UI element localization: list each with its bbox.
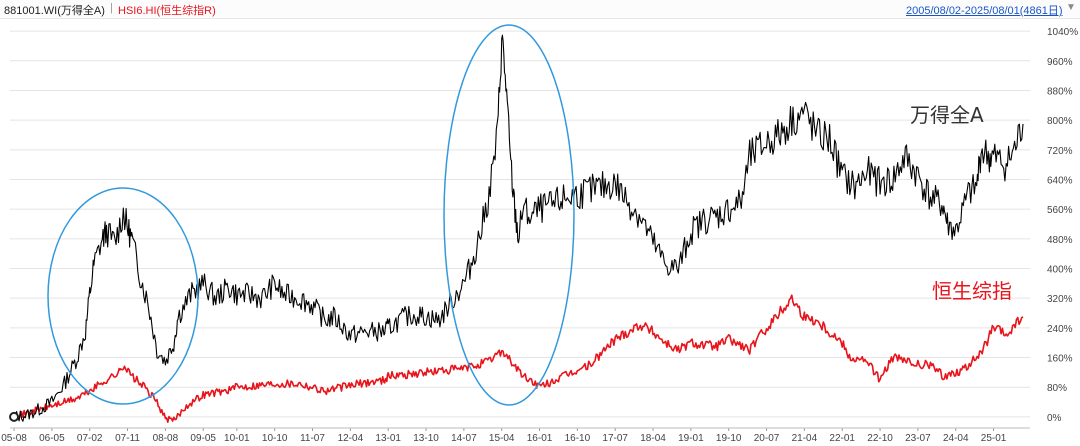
y-tick-label: 80% bbox=[1047, 383, 1067, 394]
x-tick-label: 23-07 bbox=[905, 433, 931, 444]
y-tick-label: 800% bbox=[1047, 116, 1073, 127]
x-tick-label: 18-04 bbox=[640, 433, 666, 444]
x-tick-label: 16-10 bbox=[565, 433, 591, 444]
y-tick-label: 1040% bbox=[1047, 27, 1078, 38]
start-point-marker bbox=[9, 411, 20, 422]
x-tick-label: 15-04 bbox=[489, 433, 515, 444]
header-separator: | bbox=[110, 2, 113, 14]
primary-series-label[interactable]: 881001.WI(万得全A) bbox=[4, 5, 105, 17]
x-tick-label: 13-01 bbox=[375, 433, 401, 444]
y-tick-label: 640% bbox=[1047, 175, 1073, 186]
x-tick-label: 09-05 bbox=[190, 433, 216, 444]
x-tick-label: 25-01 bbox=[981, 433, 1007, 444]
x-tick-label: 21-04 bbox=[792, 433, 818, 444]
series-line bbox=[13, 294, 1024, 423]
x-tick-label: 07-02 bbox=[77, 433, 103, 444]
highlight-circle-2015 bbox=[443, 24, 575, 406]
x-tick-label: 22-01 bbox=[829, 433, 855, 444]
y-tick-label: 400% bbox=[1047, 265, 1073, 276]
x-tick-label: 08-08 bbox=[153, 433, 179, 444]
y-tick-label: 960% bbox=[1047, 57, 1073, 68]
y-tick-label: 320% bbox=[1047, 294, 1073, 305]
x-tick-label: 10-01 bbox=[224, 433, 250, 444]
x-tick-label: 07-11 bbox=[115, 433, 140, 444]
y-tick-label: 0% bbox=[1047, 413, 1062, 424]
x-tick-label: 24-04 bbox=[943, 433, 969, 444]
y-tick-label: 480% bbox=[1047, 235, 1073, 246]
y-tick-label: 240% bbox=[1047, 324, 1073, 335]
date-range-link[interactable]: 2005/08/02-2025/08/01(4861日) bbox=[906, 5, 1063, 17]
highlight-circle-2007 bbox=[47, 187, 199, 405]
x-tick-label: 06-05 bbox=[39, 433, 65, 444]
wind-a-annotation: 万得全A bbox=[910, 103, 984, 127]
x-tick-label: 22-10 bbox=[867, 433, 893, 444]
y-tick-label: 720% bbox=[1047, 146, 1073, 157]
x-tick-label: 10-10 bbox=[262, 433, 288, 444]
x-tick-label: 13-10 bbox=[413, 433, 439, 444]
chart-header: 881001.WI(万得全A) | HSI6.HI(恒生综指R) 2005/08… bbox=[0, 0, 1080, 19]
x-tick-label: 16-01 bbox=[527, 433, 553, 444]
y-tick-label: 560% bbox=[1047, 205, 1073, 216]
hsi-annotation: 恒生综指 bbox=[932, 279, 1012, 303]
x-tick-label: 19-10 bbox=[716, 433, 742, 444]
x-tick-label: 12-04 bbox=[338, 433, 364, 444]
x-tick-label: 14-07 bbox=[451, 433, 477, 444]
x-tick-label: 05-08 bbox=[1, 433, 27, 444]
x-tick-label: 17-07 bbox=[602, 433, 628, 444]
triangle-down-icon[interactable]: ▼ bbox=[1066, 2, 1076, 13]
x-tick-label: 19-01 bbox=[678, 433, 704, 444]
y-tick-label: 880% bbox=[1047, 86, 1073, 97]
series-line bbox=[13, 34, 1024, 422]
secondary-series-label[interactable]: HSI6.HI(恒生综指R) bbox=[118, 5, 216, 17]
y-tick-label: 160% bbox=[1047, 354, 1073, 365]
x-tick-label: 11-07 bbox=[300, 433, 325, 444]
x-tick-label: 20-07 bbox=[754, 433, 780, 444]
